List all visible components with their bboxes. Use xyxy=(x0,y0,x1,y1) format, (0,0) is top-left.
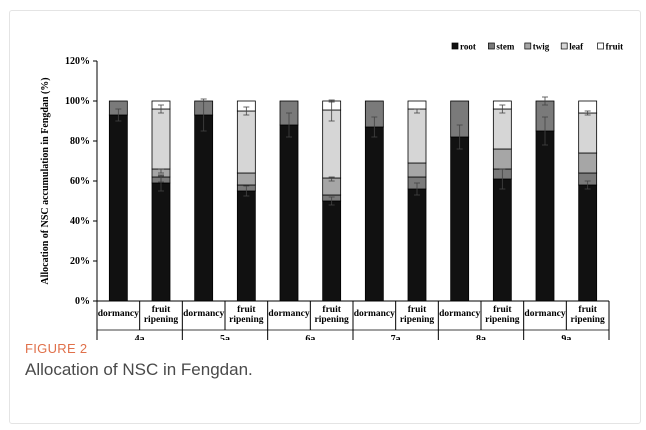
x-category-label: fruit ripening xyxy=(229,305,264,325)
bar-segment-root xyxy=(535,130,555,302)
bar-segment-twig xyxy=(492,148,512,170)
bar-segment-leaf xyxy=(407,108,427,164)
stacked-bar-chart: root stem twig leaf fruit Allocation of NSC … xyxy=(40,42,624,340)
x-category-label: fruit ripening xyxy=(571,305,606,325)
x-category-label: dormancy xyxy=(439,309,480,319)
legend-swatch-stem xyxy=(488,42,495,50)
x-category-label-line: fruit xyxy=(578,305,597,315)
x-category-label-line: dormancy xyxy=(183,309,224,319)
y-tick-label: 100% xyxy=(65,96,90,107)
legend-label-root: root xyxy=(460,42,476,52)
figure-caption: Allocation of NSC in Fengdan. xyxy=(25,360,253,379)
x-category-label: fruit ripening xyxy=(485,305,520,325)
x-category-label-line: ripening xyxy=(400,315,435,325)
x-category-label-line: ripening xyxy=(144,315,179,325)
legend-swatch-twig xyxy=(524,42,532,50)
x-category-label-line: fruit xyxy=(322,305,341,315)
x-category-label: fruit ripening xyxy=(144,305,179,325)
x-category-label-line: dormancy xyxy=(524,309,565,319)
bar-segment-root xyxy=(194,114,214,302)
x-category-label: dormancy xyxy=(268,309,309,319)
figure-frame xyxy=(9,10,641,424)
bars xyxy=(108,100,598,302)
legend-label-fruit: fruit xyxy=(606,42,624,52)
x-category-label-line: fruit xyxy=(493,305,512,315)
legend-label-stem: stem xyxy=(496,42,514,52)
y-tick-label: 60% xyxy=(70,176,90,187)
bar-segment-root xyxy=(279,124,299,302)
y-tick-label: 40% xyxy=(70,216,90,227)
y-axis-title: Allocation of NSC accumulation in Fengda… xyxy=(40,77,51,284)
legend-swatch-leaf xyxy=(560,42,568,50)
bar-segment-twig xyxy=(578,152,598,174)
x-category-label-line: ripening xyxy=(485,315,520,325)
bar-segment-leaf xyxy=(151,108,171,170)
legend-swatch-root xyxy=(451,42,459,50)
error-bars xyxy=(115,96,591,206)
x-category-label: fruit ripening xyxy=(400,305,435,325)
y-tick-label: 120% xyxy=(65,56,90,67)
bar-segment-root xyxy=(450,136,470,302)
x-category-label-line: ripening xyxy=(229,315,264,325)
x-group-label: 6a xyxy=(305,334,315,340)
legend-swatch-fruit xyxy=(597,42,604,50)
x-group-label: 8a xyxy=(476,334,486,340)
x-category-label: dormancy xyxy=(524,309,565,319)
bar-segment-root xyxy=(108,114,128,302)
x-category-label-line: ripening xyxy=(315,315,350,325)
x-category-label-line: fruit xyxy=(408,305,427,315)
bar-segment-twig xyxy=(407,162,427,178)
x-category-label: dormancy xyxy=(183,309,224,319)
y-tick-label: 80% xyxy=(70,136,90,147)
x-group-label: 7a xyxy=(391,334,401,340)
legend-label-leaf: leaf xyxy=(569,42,584,52)
bar-segment-root xyxy=(492,178,512,302)
chart-legend: root stem twig leaf fruit xyxy=(451,42,624,52)
bar-segment-root xyxy=(407,188,427,302)
x-axis-groups: 4a 5a 6a 7a 8a 9a xyxy=(135,334,572,340)
axes xyxy=(96,61,610,340)
x-category-label: dormancy xyxy=(354,309,395,319)
y-axis-ticks: 0% 20% 40% 60% 80% 100% 120% xyxy=(65,56,97,307)
bar-segment-root xyxy=(364,126,384,302)
legend-label-twig: twig xyxy=(533,42,550,52)
x-category-label-line: dormancy xyxy=(268,309,309,319)
x-group-label: 9a xyxy=(561,334,571,340)
y-tick-label: 0% xyxy=(75,296,90,307)
y-tick-label: 20% xyxy=(70,256,90,267)
x-category-label-line: dormancy xyxy=(439,309,480,319)
bar-segment-leaf xyxy=(492,108,512,150)
bar-segment-root xyxy=(322,200,342,302)
x-group-label: 4a xyxy=(135,334,145,340)
x-group-label: 5a xyxy=(220,334,230,340)
bar-segment-fruit xyxy=(407,100,427,110)
bar-segment-root xyxy=(236,190,256,302)
bar-segment-root xyxy=(151,182,171,302)
x-category-label-line: dormancy xyxy=(354,309,395,319)
figure-label: FIGURE 2 xyxy=(25,341,88,356)
x-category-label: fruit ripening xyxy=(315,305,350,325)
x-category-label-line: ripening xyxy=(571,315,606,325)
bar-segment-root xyxy=(578,184,598,302)
x-category-label-line: dormancy xyxy=(98,309,139,319)
bar-segment-leaf xyxy=(236,110,256,174)
x-category-label: dormancy xyxy=(98,309,139,319)
bar-segment-twig xyxy=(236,172,256,186)
x-category-label-line: fruit xyxy=(152,305,171,315)
x-category-label-line: fruit xyxy=(237,305,256,315)
bar-segment-leaf xyxy=(578,112,598,154)
